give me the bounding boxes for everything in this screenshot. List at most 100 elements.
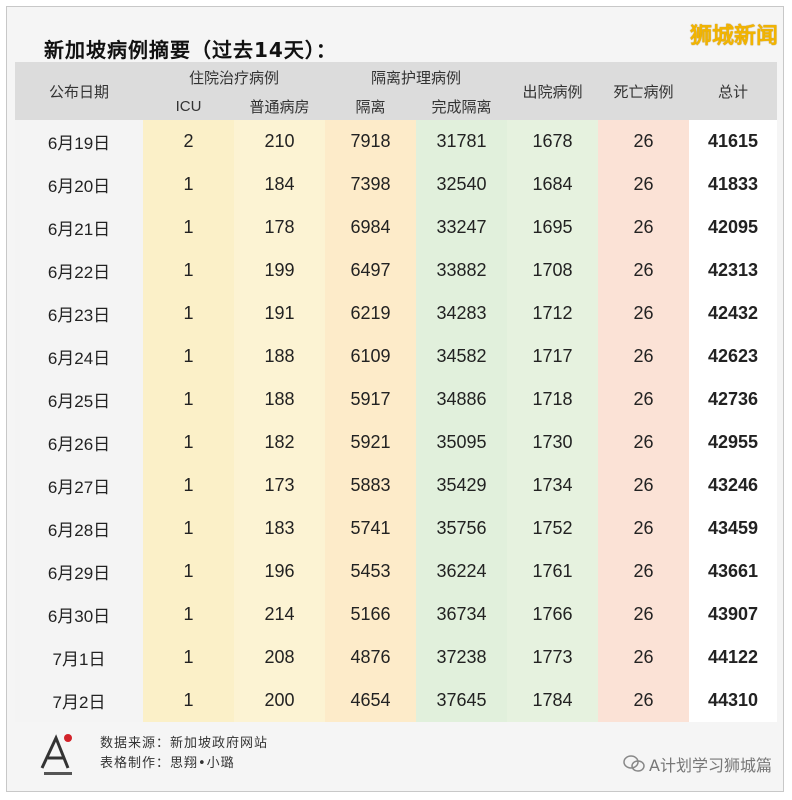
header-icu: ICU: [143, 92, 234, 120]
cell-date: 6月30日: [15, 593, 143, 636]
cell-isolation: 4654: [325, 679, 417, 722]
cell-icu: 1: [143, 378, 234, 421]
cell-deaths: 26: [598, 163, 690, 206]
cell-isolation: 5166: [325, 593, 417, 636]
cell-total: 44122: [689, 636, 778, 679]
table-row: 6月24日 1 188 6109 34582 1717 26 42623: [15, 335, 778, 378]
header-isolation: 隔离: [325, 92, 417, 120]
cell-icu: 1: [143, 249, 234, 292]
cell-icu: 1: [143, 206, 234, 249]
table-body: 6月19日 2 210 7918 31781 1678 26 41615 6月20日 1 184 73…: [15, 120, 778, 722]
cell-date: 7月1日: [15, 636, 143, 679]
cell-total: 43246: [689, 464, 778, 507]
cell-ward: 173: [234, 464, 326, 507]
cell-discharged: 1734: [507, 464, 599, 507]
footer-source: 数据来源：新加坡政府网站: [100, 736, 269, 751]
cell-deaths: 26: [598, 206, 690, 249]
header-isolation-group: 隔离护理病例: [325, 62, 508, 92]
header-date: 公布日期: [15, 62, 143, 120]
header-total: 总计: [689, 62, 778, 120]
cell-ward: 214: [234, 593, 326, 636]
cell-completed: 33882: [416, 249, 508, 292]
cell-deaths: 26: [598, 378, 690, 421]
cell-total: 42955: [689, 421, 778, 464]
cell-deaths: 26: [598, 292, 690, 335]
table-row: 6月22日 1 199 6497 33882 1708 26 42313: [15, 249, 778, 292]
table-row: 6月19日 2 210 7918 31781 1678 26 41615: [15, 120, 778, 163]
cell-ward: 196: [234, 550, 326, 593]
cell-icu: 1: [143, 421, 234, 464]
cell-icu: 1: [143, 464, 234, 507]
cell-completed: 35429: [416, 464, 508, 507]
cell-total: 42623: [689, 335, 778, 378]
cell-discharged: 1773: [507, 636, 599, 679]
cell-isolation: 6219: [325, 292, 417, 335]
header-completed: 完成隔离: [416, 92, 508, 120]
cell-completed: 33247: [416, 206, 508, 249]
cell-discharged: 1730: [507, 421, 599, 464]
cell-discharged: 1761: [507, 550, 599, 593]
cell-completed: 31781: [416, 120, 508, 163]
cell-total: 42095: [689, 206, 778, 249]
cell-isolation: 4876: [325, 636, 417, 679]
cell-deaths: 26: [598, 550, 690, 593]
table-row: 6月20日 1 184 7398 32540 1684 26 41833: [15, 163, 778, 206]
cell-date: 6月22日: [15, 249, 143, 292]
cell-date: 6月28日: [15, 507, 143, 550]
header-ward: 普通病房: [234, 92, 326, 120]
cell-total: 44310: [689, 679, 778, 722]
header-hospital-group: 住院治疗病例: [143, 62, 326, 92]
cell-date: 6月25日: [15, 378, 143, 421]
cell-deaths: 26: [598, 593, 690, 636]
cell-deaths: 26: [598, 335, 690, 378]
table-row: 6月21日 1 178 6984 33247 1695 26 42095: [15, 206, 778, 249]
footer-author: 表格制作：思翔•小璐: [100, 756, 235, 771]
cell-total: 42313: [689, 249, 778, 292]
cell-ward: 208: [234, 636, 326, 679]
cell-ward: 182: [234, 421, 326, 464]
cell-discharged: 1752: [507, 507, 599, 550]
table-row: 6月30日 1 214 5166 36734 1766 26 43907: [15, 593, 778, 636]
cell-discharged: 1708: [507, 249, 599, 292]
cell-isolation: 7918: [325, 120, 417, 163]
cell-ward: 210: [234, 120, 326, 163]
a-plan-logo-icon: [40, 734, 72, 775]
wechat-icon: [623, 755, 645, 772]
cell-date: 6月29日: [15, 550, 143, 593]
cell-isolation: 6984: [325, 206, 417, 249]
cell-completed: 34582: [416, 335, 508, 378]
cell-total: 43459: [689, 507, 778, 550]
cell-date: 6月26日: [15, 421, 143, 464]
cell-discharged: 1718: [507, 378, 599, 421]
cell-ward: 184: [234, 163, 326, 206]
cell-date: 6月27日: [15, 464, 143, 507]
brand-watermark: 狮城新闻: [689, 24, 778, 49]
cell-total: 41833: [689, 163, 778, 206]
cell-isolation: 5883: [325, 464, 417, 507]
cell-completed: 36734: [416, 593, 508, 636]
cell-deaths: 26: [598, 421, 690, 464]
table-row: 6月23日 1 191 6219 34283 1712 26 42432: [15, 292, 778, 335]
header-discharged: 出院病例: [507, 62, 599, 120]
cell-icu: 1: [143, 636, 234, 679]
cell-ward: 188: [234, 378, 326, 421]
cell-ward: 199: [234, 249, 326, 292]
table-row: 7月1日 1 208 4876 37238 1773 26 44122: [15, 636, 778, 679]
cell-date: 6月19日: [15, 120, 143, 163]
cell-total: 43661: [689, 550, 778, 593]
cell-date: 6月21日: [15, 206, 143, 249]
cell-deaths: 26: [598, 679, 690, 722]
cell-isolation: 5453: [325, 550, 417, 593]
cell-isolation: 6109: [325, 335, 417, 378]
cell-total: 42736: [689, 378, 778, 421]
cell-deaths: 26: [598, 507, 690, 550]
table-row: 6月27日 1 173 5883 35429 1734 26 43246: [15, 464, 778, 507]
cell-ward: 183: [234, 507, 326, 550]
cell-icu: 1: [143, 335, 234, 378]
cell-discharged: 1717: [507, 335, 599, 378]
cell-ward: 188: [234, 335, 326, 378]
cell-discharged: 1712: [507, 292, 599, 335]
cell-ward: 200: [234, 679, 326, 722]
cell-completed: 32540: [416, 163, 508, 206]
cell-isolation: 5917: [325, 378, 417, 421]
